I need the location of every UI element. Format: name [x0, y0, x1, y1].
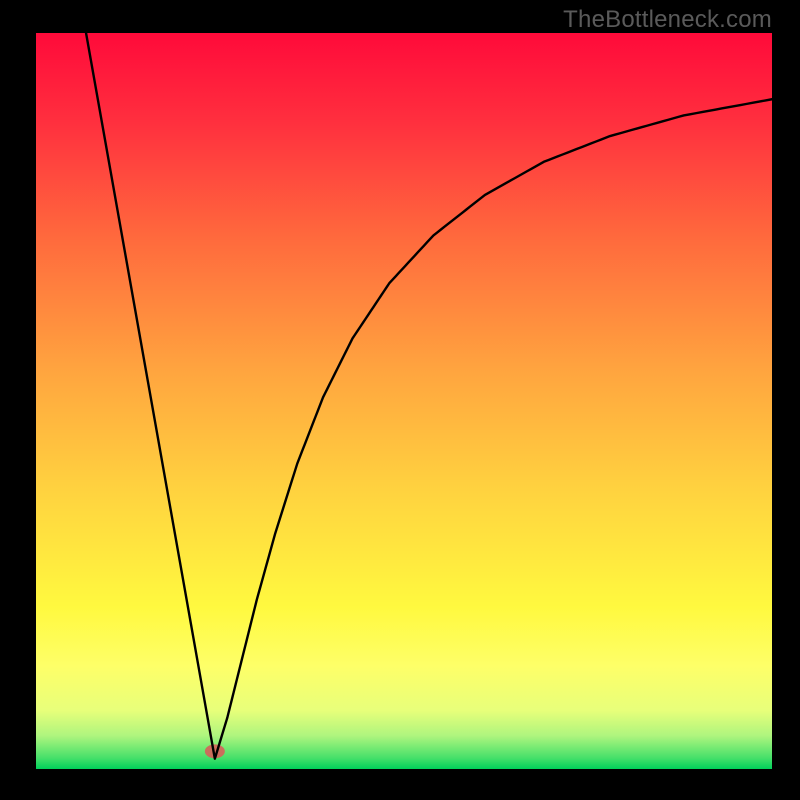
plot-svg — [36, 33, 772, 769]
gradient-background — [36, 33, 772, 769]
chart-container: TheBottleneck.com — [0, 0, 800, 800]
watermark-text: TheBottleneck.com — [563, 6, 772, 34]
plot-area — [36, 33, 772, 769]
